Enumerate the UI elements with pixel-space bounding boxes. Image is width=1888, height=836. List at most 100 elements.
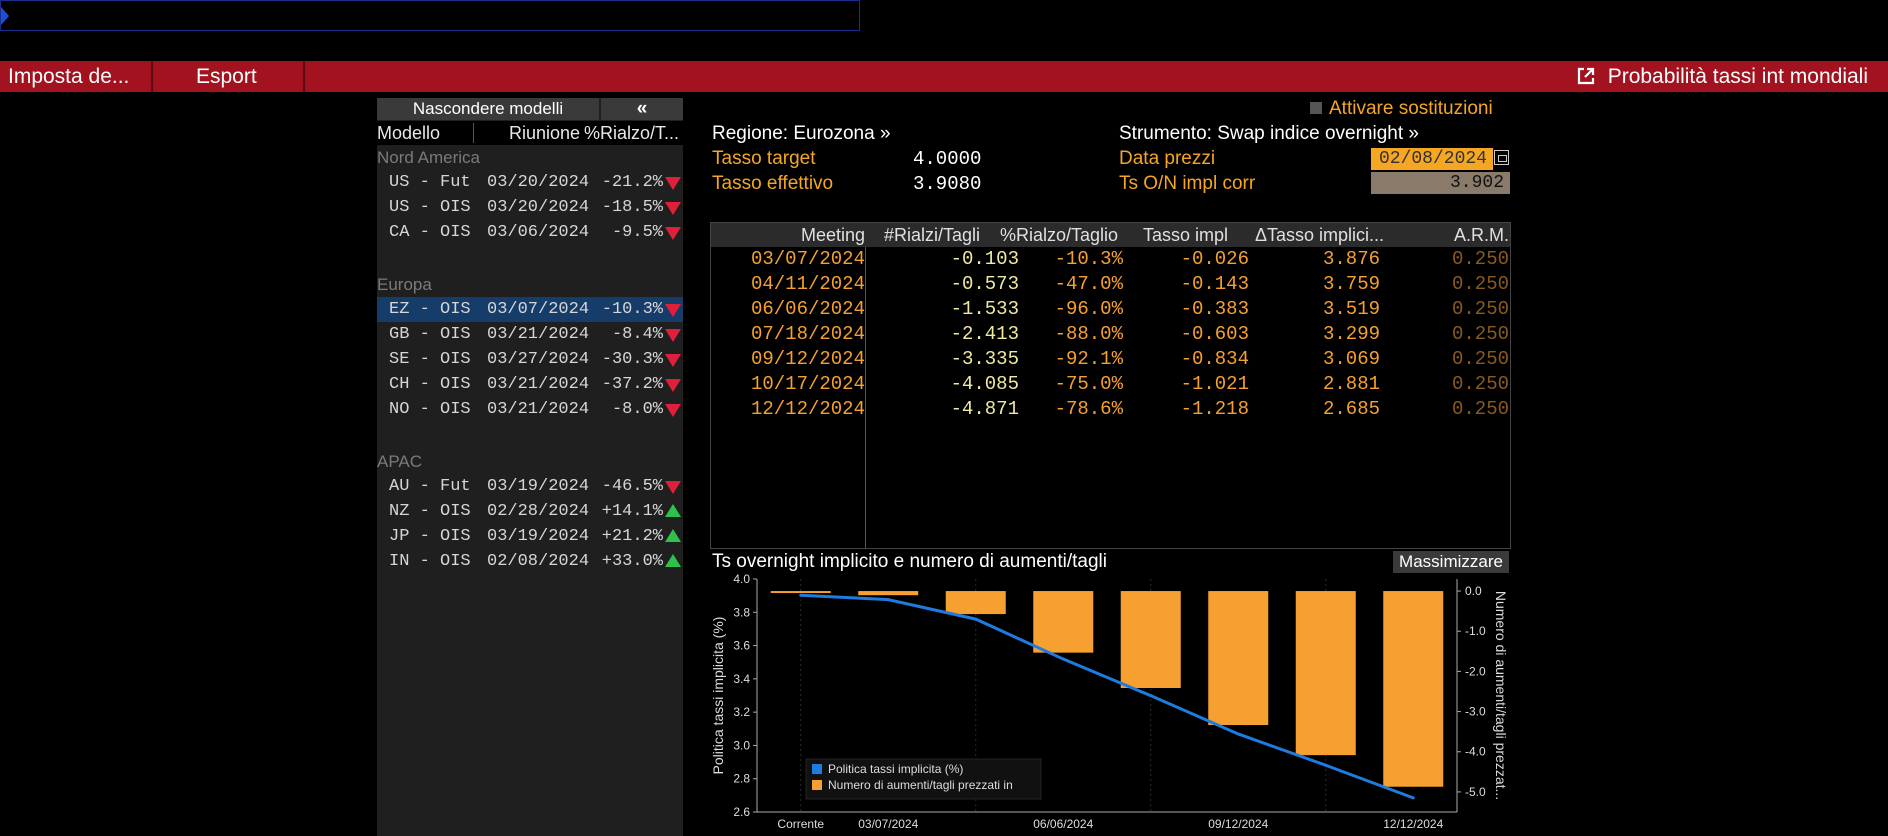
hide-models-button[interactable]: Nascondere modelli — [377, 98, 599, 120]
cell-meeting: 04/11/2024 — [750, 273, 865, 295]
calendar-icon[interactable] — [1494, 150, 1509, 165]
y-axis-title: Politica tassi implicita (%) — [712, 617, 726, 775]
cell-arm: 0.250 — [1451, 248, 1509, 270]
table-row[interactable]: 06/06/2024 -1.533 -96.0% -0.383 3.519 0.… — [711, 297, 1510, 322]
instrument-selector[interactable]: Strumento: Swap indice overnight » — [1119, 123, 1419, 144]
price-date-label: Data prezzi — [1119, 148, 1216, 169]
command-line-input[interactable] — [0, 0, 860, 31]
header-model[interactable]: Modello — [377, 123, 441, 143]
popout-title-button[interactable]: Probabilità tassi int mondiali — [1568, 61, 1876, 92]
cell-impl: -1.021 — [1180, 373, 1249, 395]
target-rate-value: 4.0000 — [913, 148, 982, 170]
col-meeting[interactable]: Meeting — [800, 225, 865, 245]
maximize-button[interactable]: Massimizzare — [1393, 551, 1509, 573]
model-date: 03/07/2024 — [487, 300, 590, 319]
model-name: SE - OIS — [389, 350, 471, 369]
model-pct: +21.2% — [601, 527, 663, 546]
bar-mark — [770, 591, 831, 594]
model-date: 03/21/2024 — [487, 325, 590, 344]
external-link-icon — [1577, 67, 1594, 85]
cell-hikes: -4.871 — [950, 398, 1019, 420]
col-impl[interactable]: Tasso impl — [1143, 225, 1229, 245]
model-row-selected[interactable]: EZ - OIS 03/07/2024 -10.3% — [377, 297, 683, 322]
on-rate-field[interactable]: 3.902 — [1371, 172, 1510, 194]
target-rate-label: Tasso target — [712, 148, 816, 169]
table-row[interactable]: 10/17/2024 -4.085 -75.0% -1.021 2.881 0.… — [711, 372, 1510, 397]
group-label: APAC — [377, 452, 423, 471]
header-meeting[interactable]: Riunione — [509, 123, 581, 143]
meetings-table: Meeting #Rialzi/Tagli %Rialzo/Taglio Tas… — [710, 222, 1511, 549]
model-name: CH - OIS — [389, 375, 471, 394]
model-date: 03/20/2024 — [487, 198, 590, 217]
model-name: IN - OIS — [389, 552, 471, 571]
cell-arm: 0.250 — [1451, 323, 1509, 345]
export-button[interactable]: Esport — [196, 65, 257, 88]
table-row[interactable]: 09/12/2024 -3.335 -92.1% -0.834 3.069 0.… — [711, 347, 1510, 372]
cell-hikes: -3.335 — [950, 348, 1019, 370]
y-tick-label: 2.8 — [733, 772, 750, 786]
model-row[interactable]: GB - OIS 03/21/2024 -8.4% — [377, 322, 683, 347]
cell-impl: -1.218 — [1180, 398, 1249, 420]
y-right-tick-label: -3.0 — [1465, 705, 1486, 719]
table-row[interactable]: 07/18/2024 -2.413 -88.0% -0.603 3.299 0.… — [711, 322, 1510, 347]
model-date: 03/06/2024 — [487, 223, 590, 242]
x-tick-label: 12/12/2024 — [1383, 817, 1443, 831]
on-rate-label: Ts O/N impl corr — [1119, 173, 1256, 194]
region-selector[interactable]: Regione: Eurozona » — [712, 123, 891, 144]
collapse-panel-button[interactable]: « — [601, 98, 683, 120]
settings-button[interactable]: Imposta de... — [8, 65, 130, 88]
model-name: CA - OIS — [389, 223, 471, 242]
substitution-label[interactable]: Attivare sostituzioni — [1329, 98, 1493, 119]
table-row[interactable]: 12/12/2024 -4.871 -78.6% -1.218 2.685 0.… — [711, 397, 1510, 422]
table-row[interactable]: 04/11/2024 -0.573 -47.0% -0.143 3.759 0.… — [711, 272, 1510, 297]
model-pct: -30.3% — [601, 350, 663, 369]
table-divider — [865, 247, 866, 549]
col-delta[interactable]: ΔTasso implici... — [1255, 225, 1385, 245]
col-arm[interactable]: A.R.M. — [1453, 225, 1509, 245]
x-tick-label: Corrente — [777, 817, 824, 831]
cell-pct: -10.3% — [1054, 248, 1123, 270]
model-pct: +33.0% — [601, 552, 663, 571]
y-right-tick-label: -5.0 — [1465, 785, 1486, 799]
x-tick-label: 03/07/2024 — [858, 817, 918, 831]
cell-pct: -75.0% — [1054, 373, 1123, 395]
cut-arrow-icon — [665, 404, 681, 417]
price-date-field[interactable]: 02/08/2024 — [1371, 148, 1493, 170]
rate-point — [886, 598, 890, 602]
window-title: Probabilità tassi int mondiali — [1607, 65, 1868, 88]
model-pct: -9.5% — [611, 223, 663, 242]
cell-meeting: 07/18/2024 — [750, 323, 865, 345]
legend-swatch-line — [812, 764, 822, 774]
rate-line — [800, 593, 1414, 800]
model-row[interactable]: US - Fut 03/20/2024 -21.2% — [377, 170, 683, 195]
table-row[interactable]: 03/07/2024 -0.103 -10.3% -0.026 3.876 0.… — [711, 247, 1510, 272]
model-row[interactable]: IN - OIS 02/08/2024 +33.0% — [377, 549, 683, 574]
rate-chart[interactable]: 4.0 3.8 3.6 3.4 3.2 3.0 2.8 2.6 0.0 -1.0 -2.0 -3.0 -… — [710, 572, 1512, 836]
model-row[interactable]: JP - OIS 03/19/2024 +21.2% — [377, 524, 683, 549]
cell-hikes: -1.533 — [950, 298, 1019, 320]
hike-arrow-icon — [665, 554, 681, 567]
models-panel: Nascondere modelli « Modello Riunione %R… — [377, 98, 683, 836]
model-row[interactable]: CH - OIS 03/21/2024 -37.2% — [377, 372, 683, 397]
col-hikes[interactable]: #Rialzi/Tagli — [884, 225, 981, 245]
models-header: Modello Riunione %Rialzo/T... — [377, 121, 683, 145]
cell-arm: 0.250 — [1451, 373, 1509, 395]
cell-arm: 0.250 — [1451, 298, 1509, 320]
effective-rate-value: 3.9080 — [913, 173, 982, 195]
rate-point — [1061, 657, 1065, 661]
model-row[interactable]: NZ - OIS 02/28/2024 +14.1% — [377, 499, 683, 524]
toolbar: Imposta de... Esport Probabilità tassi i… — [0, 61, 1888, 92]
col-pct[interactable]: %Rialzo/Taglio — [1000, 225, 1119, 245]
model-row[interactable]: SE - OIS 03/27/2024 -30.3% — [377, 347, 683, 372]
model-row[interactable]: CA - OIS 03/06/2024 -9.5% — [377, 220, 683, 245]
header-divider — [473, 123, 474, 143]
substitution-checkbox[interactable] — [1310, 102, 1322, 114]
model-row[interactable]: US - OIS 03/20/2024 -18.5% — [377, 195, 683, 220]
cell-meeting: 10/17/2024 — [750, 373, 865, 395]
rate-point — [974, 617, 978, 621]
model-row[interactable]: NO - OIS 03/21/2024 -8.0% — [377, 397, 683, 422]
model-row[interactable]: AU - Fut 03/19/2024 -46.5% — [377, 474, 683, 499]
header-pct[interactable]: %Rialzo/T... — [584, 123, 680, 143]
cell-impl: -0.383 — [1180, 298, 1249, 320]
cell-meeting: 06/06/2024 — [750, 298, 865, 320]
